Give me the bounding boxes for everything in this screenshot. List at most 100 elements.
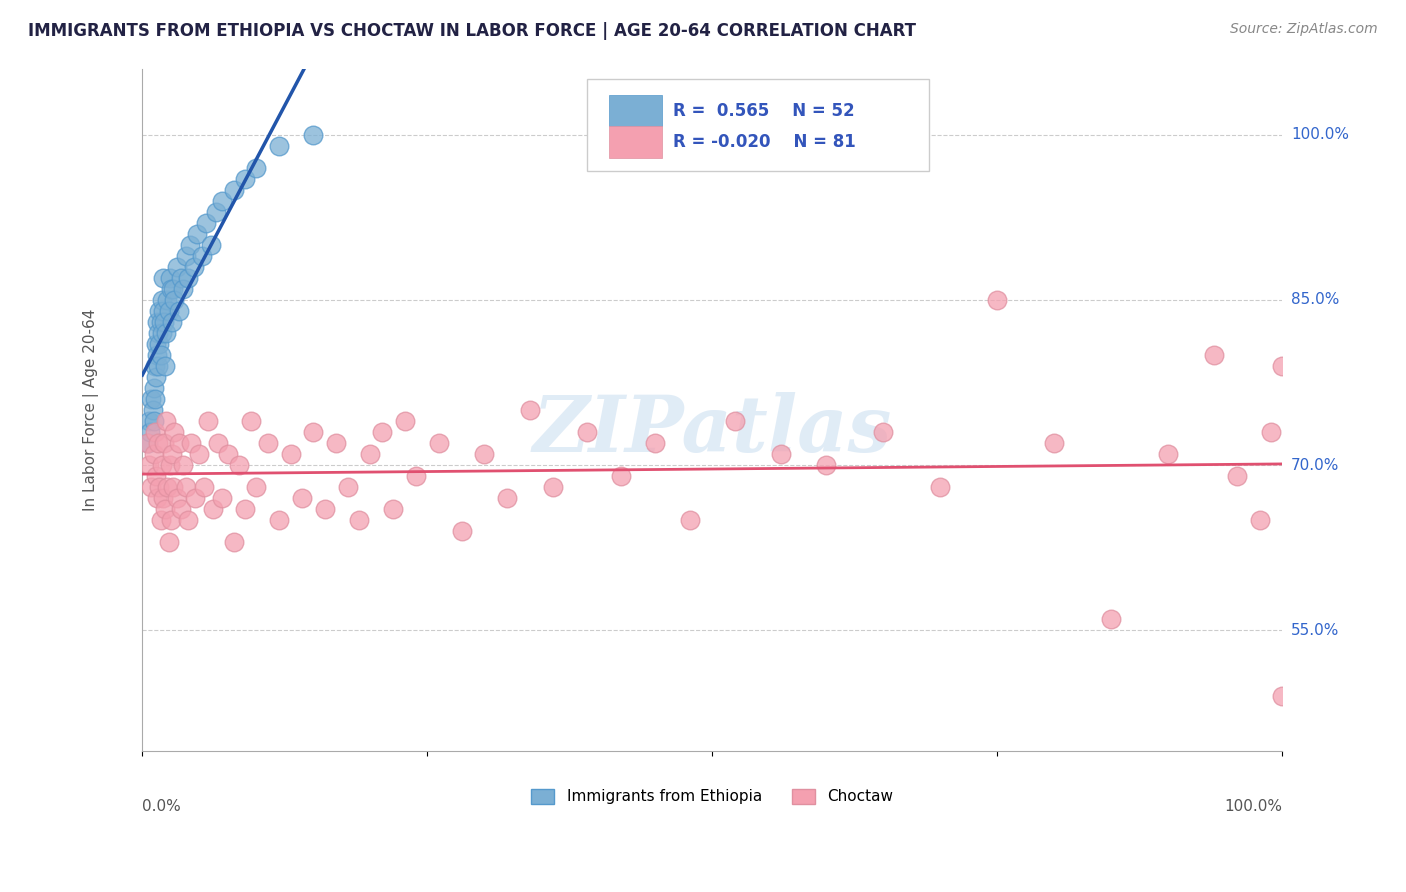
Point	[148, 337, 170, 351]
Point	[166, 491, 188, 505]
Point	[256, 436, 278, 450]
Point	[142, 381, 165, 395]
Point	[195, 216, 218, 230]
Point	[159, 458, 181, 472]
Point	[427, 436, 450, 450]
Point	[163, 293, 186, 307]
Point	[302, 425, 325, 439]
Point	[205, 204, 228, 219]
Point	[152, 303, 174, 318]
Point	[179, 237, 201, 252]
Point	[149, 513, 172, 527]
Point	[1157, 447, 1180, 461]
Point	[162, 282, 184, 296]
Point	[167, 303, 190, 318]
Point	[162, 480, 184, 494]
Point	[146, 491, 169, 505]
Point	[138, 414, 160, 428]
Point	[142, 403, 165, 417]
Text: ZIPatlas: ZIPatlas	[533, 392, 891, 468]
Point	[153, 359, 176, 373]
Point	[156, 293, 179, 307]
Point	[188, 447, 211, 461]
Point	[142, 447, 165, 461]
Point	[1043, 436, 1066, 450]
Point	[143, 359, 166, 373]
Point	[136, 436, 159, 450]
Point	[872, 425, 894, 439]
Point	[183, 260, 205, 274]
Text: 55.0%: 55.0%	[1291, 623, 1339, 638]
Point	[1271, 359, 1294, 373]
Point	[148, 436, 170, 450]
Point	[152, 270, 174, 285]
Point	[143, 425, 166, 439]
Point	[222, 535, 245, 549]
Point	[336, 480, 359, 494]
Point	[610, 469, 633, 483]
Point	[135, 436, 157, 450]
Point	[149, 315, 172, 329]
Point	[159, 270, 181, 285]
Point	[202, 502, 225, 516]
Point	[347, 513, 370, 527]
Point	[139, 425, 162, 439]
Point	[1271, 690, 1294, 704]
Point	[163, 425, 186, 439]
Point	[382, 502, 405, 516]
Point	[217, 447, 239, 461]
Point	[155, 414, 177, 428]
FancyBboxPatch shape	[586, 78, 929, 171]
Point	[160, 447, 183, 461]
Point	[153, 436, 176, 450]
Point	[150, 293, 173, 307]
Point	[149, 348, 172, 362]
Point	[678, 513, 700, 527]
Point	[239, 414, 262, 428]
Point	[245, 480, 267, 494]
Point	[302, 128, 325, 142]
Point	[496, 491, 519, 505]
Point	[1249, 513, 1271, 527]
Point	[207, 436, 229, 450]
Point	[211, 194, 233, 208]
Point	[150, 458, 173, 472]
Point	[1202, 348, 1225, 362]
Point	[769, 447, 792, 461]
Point	[157, 535, 180, 549]
Point	[174, 249, 197, 263]
Point	[150, 326, 173, 340]
Point	[929, 480, 952, 494]
Point	[167, 436, 190, 450]
Text: R = -0.020    N = 81: R = -0.020 N = 81	[672, 133, 855, 151]
Text: 100.0%: 100.0%	[1291, 128, 1348, 142]
Point	[394, 414, 416, 428]
Point	[148, 480, 170, 494]
Text: R =  0.565    N = 52: R = 0.565 N = 52	[672, 102, 853, 120]
Point	[291, 491, 314, 505]
FancyBboxPatch shape	[609, 127, 662, 158]
Point	[145, 337, 167, 351]
Point	[141, 480, 163, 494]
Point	[145, 469, 167, 483]
Point	[359, 447, 381, 461]
Point	[148, 303, 170, 318]
Point	[222, 183, 245, 197]
Point	[815, 458, 838, 472]
Point	[197, 414, 219, 428]
Point	[575, 425, 598, 439]
Point	[211, 491, 233, 505]
Point	[143, 392, 166, 406]
Text: In Labor Force | Age 20-64: In Labor Force | Age 20-64	[83, 309, 98, 511]
Point	[145, 370, 167, 384]
Point	[450, 524, 472, 538]
Point	[177, 270, 200, 285]
Text: 0.0%: 0.0%	[142, 799, 181, 814]
Point	[177, 513, 200, 527]
Point	[541, 480, 564, 494]
Point	[138, 458, 160, 472]
Point	[160, 513, 183, 527]
Point	[141, 392, 163, 406]
Point	[155, 326, 177, 340]
Text: IMMIGRANTS FROM ETHIOPIA VS CHOCTAW IN LABOR FORCE | AGE 20-64 CORRELATION CHART: IMMIGRANTS FROM ETHIOPIA VS CHOCTAW IN L…	[28, 22, 917, 40]
